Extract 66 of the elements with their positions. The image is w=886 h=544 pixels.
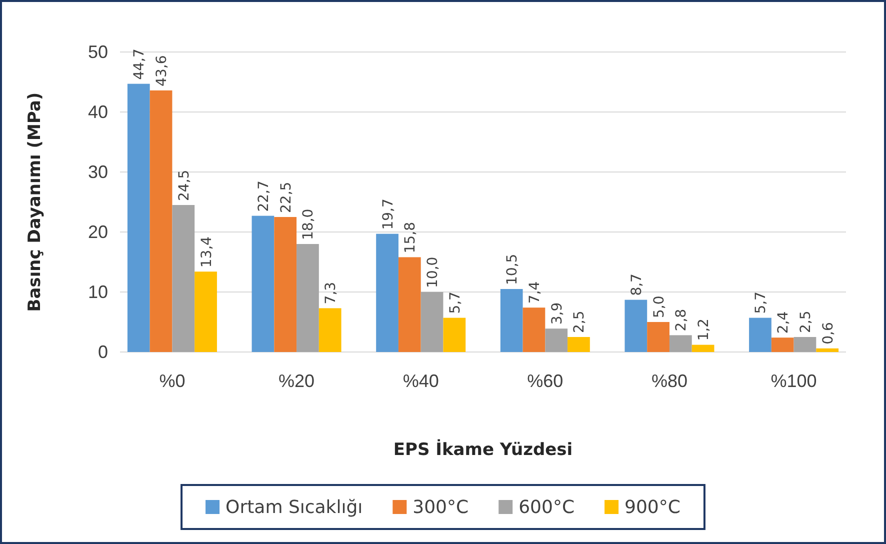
bar xyxy=(669,335,692,352)
bar xyxy=(194,272,217,352)
data-label: 8,7 xyxy=(628,274,645,296)
x-tick-label: %40 xyxy=(402,370,439,391)
bar xyxy=(545,328,568,352)
y-tick-label: 0 xyxy=(98,342,108,362)
legend-label: 600°C xyxy=(518,497,575,518)
bar xyxy=(274,217,297,352)
bar xyxy=(647,322,670,352)
x-tick-label: %20 xyxy=(278,370,315,391)
bar xyxy=(568,337,590,352)
bar xyxy=(420,292,444,352)
data-label: 1,2 xyxy=(696,318,712,341)
bar xyxy=(624,300,648,352)
y-axis-title: Basınç Dayanımı (MPa) xyxy=(25,92,45,312)
bar xyxy=(794,337,816,352)
data-label: 15,8 xyxy=(402,222,419,254)
data-label: 24,5 xyxy=(176,170,192,201)
data-label: 18,0 xyxy=(300,208,317,240)
bar xyxy=(252,216,274,352)
y-tick-label: 10 xyxy=(88,282,108,302)
data-label: 5,7 xyxy=(753,292,770,314)
y-tick-label: 20 xyxy=(88,222,108,242)
bar xyxy=(150,90,172,352)
data-label: 2,8 xyxy=(674,308,690,332)
data-label: 19,7 xyxy=(380,198,396,230)
y-tick-label: 30 xyxy=(88,162,108,182)
x-tick-label: %80 xyxy=(651,370,688,391)
bar xyxy=(376,234,398,352)
data-label: 7,4 xyxy=(526,281,543,304)
data-label: 7,3 xyxy=(323,282,340,304)
data-label: 22,7 xyxy=(256,180,272,212)
data-label: 10,0 xyxy=(425,256,442,288)
legend-label: 300°C xyxy=(412,497,469,518)
data-label: 3,9 xyxy=(549,302,566,325)
legend-label: Ortam Sıcaklığı xyxy=(226,497,363,518)
x-tick-label: %0 xyxy=(159,370,186,391)
bar xyxy=(127,84,150,352)
y-tick-label: 40 xyxy=(88,102,108,122)
data-label: 44,7 xyxy=(132,48,148,80)
data-label: 10,5 xyxy=(504,254,521,285)
data-label: 43,6 xyxy=(154,55,170,86)
bar xyxy=(172,205,195,352)
bar xyxy=(443,318,466,352)
bar xyxy=(771,338,794,352)
bar xyxy=(692,344,714,352)
x-tick-label: %60 xyxy=(527,370,564,391)
data-label: 2,4 xyxy=(776,311,792,334)
data-label: 5,0 xyxy=(651,296,668,318)
bar xyxy=(398,257,421,352)
bar xyxy=(522,308,546,352)
data-label: 2,5 xyxy=(798,310,814,333)
bar xyxy=(296,244,319,352)
data-label: 0,6 xyxy=(820,322,836,344)
x-axis-title: EPS İkame Yüzdesi xyxy=(393,439,573,460)
data-label: 5,7 xyxy=(447,292,464,314)
bar xyxy=(500,289,523,352)
y-tick-label: 50 xyxy=(88,42,108,62)
bar xyxy=(816,348,839,352)
legend-label: 900°C xyxy=(624,497,680,518)
bar xyxy=(749,318,772,352)
data-label: 22,5 xyxy=(278,182,294,213)
data-label: 13,4 xyxy=(198,236,215,268)
bar xyxy=(318,308,342,352)
x-tick-label: %100 xyxy=(770,370,817,391)
data-label: 2,5 xyxy=(572,310,588,333)
